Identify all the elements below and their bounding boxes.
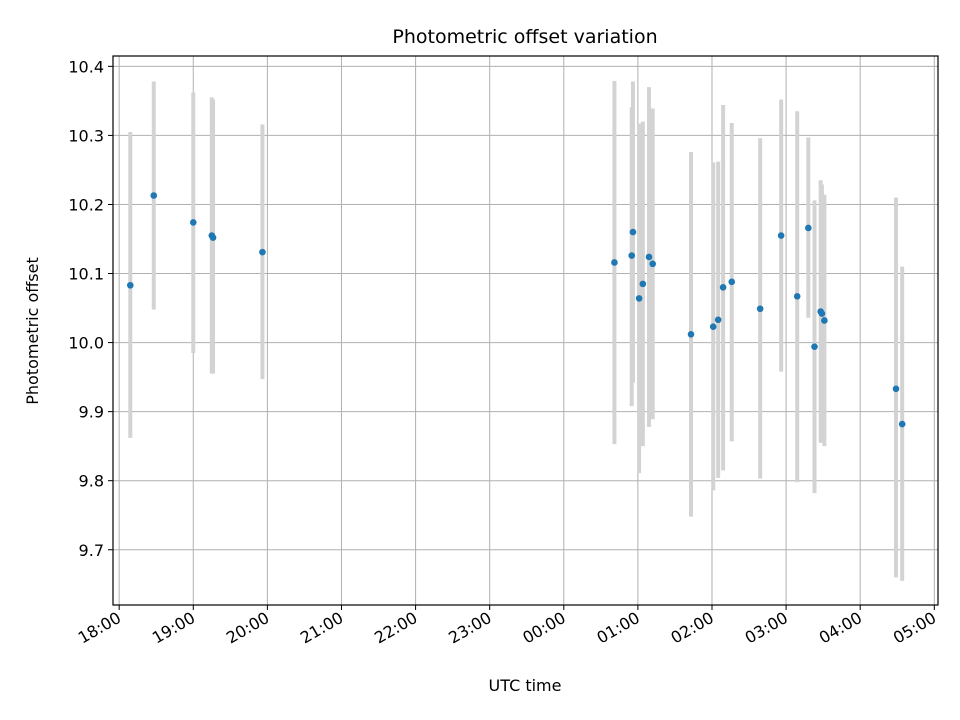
x-tick-label: 21:00: [297, 608, 346, 648]
y-tick-label: 10.0: [68, 334, 104, 353]
x-tick-label: 04:00: [816, 608, 865, 648]
data-point: [719, 284, 727, 291]
y-tick-label: 10.2: [68, 195, 104, 214]
x-tick-label: 00:00: [519, 608, 568, 648]
data-point: [805, 224, 812, 232]
data-points: [126, 192, 906, 428]
data-point: [821, 317, 828, 324]
y-tick-label: 10.3: [68, 126, 104, 145]
x-tick-label: 01:00: [593, 608, 642, 648]
data-point: [793, 293, 801, 300]
data-point: [150, 192, 158, 199]
data-point: [714, 316, 722, 324]
x-tick-label: 20:00: [223, 608, 272, 648]
data-point: [639, 280, 647, 288]
data-point: [635, 295, 643, 302]
data-point: [259, 248, 266, 256]
data-point: [209, 234, 217, 241]
chart-title: Photometric offset variation: [392, 26, 657, 48]
y-tick-label: 10.1: [68, 265, 104, 284]
x-axis-label: UTC time: [489, 676, 562, 695]
data-point: [818, 310, 826, 317]
data-point: [645, 253, 653, 261]
y-tick-label: 9.7: [79, 541, 104, 560]
x-tick-label: 23:00: [445, 608, 494, 648]
y-tick-label: 10.4: [68, 57, 104, 76]
data-point: [811, 343, 818, 351]
data-point: [649, 260, 657, 268]
data-point: [898, 420, 906, 428]
y-axis-ticks: 9.7 9.8 9.9 10.0 10.1 10.2 10.3 10.4: [68, 57, 113, 560]
data-point: [628, 252, 636, 259]
data-point: [687, 330, 695, 338]
y-tick-label: 9.8: [79, 472, 104, 491]
data-point: [777, 232, 785, 239]
x-tick-label: 05:00: [890, 608, 939, 648]
data-point: [728, 278, 736, 286]
data-point: [611, 259, 618, 266]
x-tick-label: 03:00: [742, 608, 791, 648]
data-point: [189, 219, 197, 226]
y-axis-label: Photometric offset: [23, 257, 42, 405]
x-tick-label: 19:00: [149, 608, 198, 648]
data-point: [709, 323, 717, 331]
x-axis-ticks: 18:00 19:00 20:00 21:00 22:00 23:00 00:00 01:00…: [75, 605, 939, 648]
plot-frame: [112, 55, 939, 606]
x-tick-label: 18:00: [75, 608, 124, 648]
y-tick-label: 9.9: [79, 403, 104, 422]
data-point: [126, 281, 134, 289]
data-point: [629, 228, 637, 236]
x-tick-label: 02:00: [668, 608, 717, 648]
plot-background: [113, 56, 938, 605]
data-point: [756, 305, 764, 313]
data-point: [892, 385, 900, 393]
x-tick-label: 22:00: [371, 608, 420, 648]
